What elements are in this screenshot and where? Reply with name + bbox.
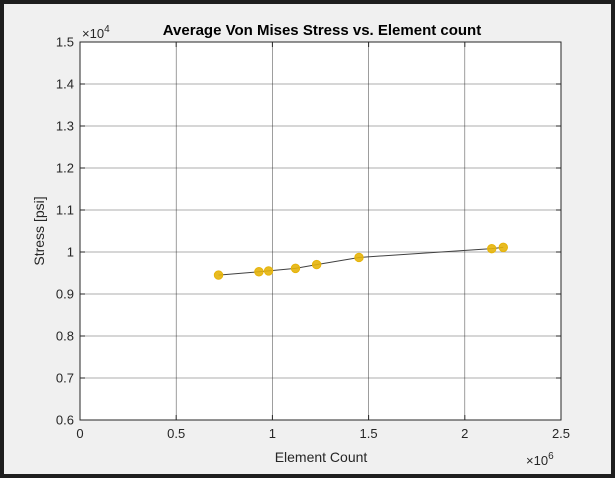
figure: 0 0.5 1 1.5 2 2.5 0.6 0.7 0.8 0.9 1 1.1 1.2 1.3 1.4 1.5… <box>4 4 611 474</box>
y-axis-multiplier: ×104 <box>82 24 110 41</box>
chart: 0 0.5 1 1.5 2 2.5 0.6 0.7 0.8 0.9 1 1.1 1.2 1.3 1.4 1.5… <box>31 22 570 468</box>
data-point <box>354 252 364 263</box>
data-series <box>213 242 508 280</box>
x-tick-label: 0 <box>76 426 83 441</box>
y-tick-label: 0.7 <box>56 371 74 386</box>
chart-title: Average Von Mises Stress vs. Element cou… <box>163 22 481 39</box>
y-axis-label: Stress [psi] <box>31 196 47 265</box>
data-point <box>290 263 301 274</box>
y-tick-label: 1.3 <box>56 119 74 134</box>
y-tick-label: 1 <box>67 245 74 260</box>
grid <box>80 42 561 420</box>
x-tick-label: 1.5 <box>360 426 378 441</box>
y-tick-label: 1.2 <box>56 161 74 176</box>
y-tick-label: 1.5 <box>56 35 74 50</box>
x-axis-label: Element Count <box>275 449 368 465</box>
y-tick-label: 1.4 <box>56 77 74 92</box>
data-point <box>487 243 497 254</box>
y-tick-label: 0.9 <box>56 287 74 302</box>
x-axis-multiplier: ×106 <box>526 451 554 468</box>
y-tick-label: 0.8 <box>56 329 74 344</box>
y-tick-label: 1.1 <box>56 203 74 218</box>
data-point <box>254 267 264 277</box>
x-tick-label: 0.5 <box>167 426 185 441</box>
data-point <box>263 266 274 276</box>
data-point <box>311 259 322 270</box>
plot-frame <box>79 41 562 421</box>
ticks: 0 0.5 1 1.5 2 2.5 0.6 0.7 0.8 0.9 1 1.1 1.2 1.3 1.4 1.5 <box>56 35 570 442</box>
x-tick-label: 2 <box>461 426 468 441</box>
x-tick-label: 1 <box>269 426 276 441</box>
y-tick-label: 0.6 <box>56 413 74 428</box>
plot-area <box>80 42 561 420</box>
data-point <box>498 242 508 253</box>
x-tick-label: 2.5 <box>552 426 570 441</box>
data-point <box>213 270 224 280</box>
